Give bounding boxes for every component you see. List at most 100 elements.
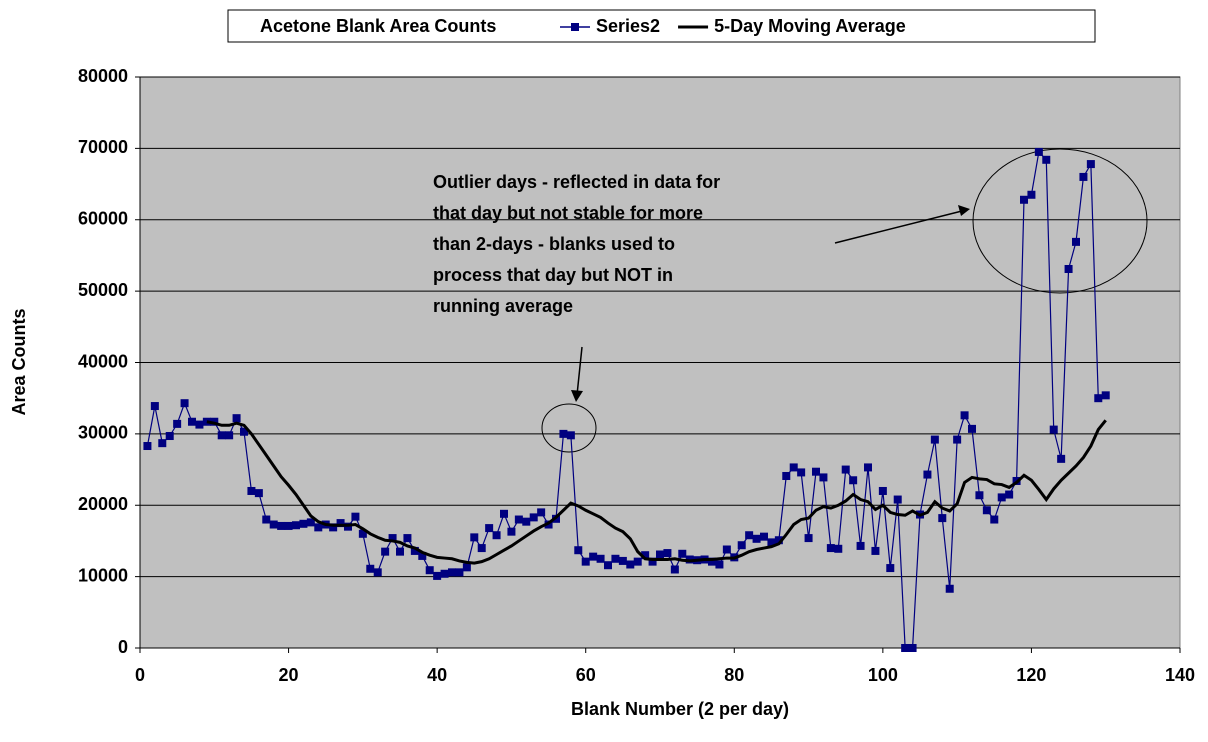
data-point xyxy=(908,644,917,652)
x-tick-label: 40 xyxy=(427,665,447,685)
data-point xyxy=(1057,454,1066,463)
y-tick-label: 70000 xyxy=(78,137,128,157)
data-point xyxy=(574,546,583,555)
data-point xyxy=(500,509,508,518)
data-point xyxy=(975,491,984,500)
data-point xyxy=(455,568,464,577)
data-point xyxy=(440,569,449,578)
data-point xyxy=(1049,425,1058,434)
data-point xyxy=(529,513,538,522)
annotation-text: process that day but NOT in xyxy=(433,265,673,285)
data-point xyxy=(1020,195,1028,204)
data-point xyxy=(953,435,962,444)
data-point xyxy=(581,557,590,566)
data-point xyxy=(589,552,598,561)
data-point xyxy=(812,467,820,476)
data-point xyxy=(930,435,939,444)
data-point xyxy=(180,399,189,408)
x-tick-label: 20 xyxy=(279,665,299,685)
data-point xyxy=(611,554,620,563)
data-point xyxy=(418,551,427,560)
x-tick-label: 0 xyxy=(135,665,145,685)
data-point xyxy=(1042,155,1051,164)
y-tick-label: 30000 xyxy=(78,423,128,443)
data-point xyxy=(492,531,501,540)
data-point xyxy=(849,476,858,485)
data-point xyxy=(232,414,241,423)
data-point xyxy=(299,519,308,528)
data-point xyxy=(864,463,872,472)
data-point xyxy=(982,506,991,515)
series-line xyxy=(206,419,1107,565)
annotation-text: than 2-days - blanks used to xyxy=(433,234,675,254)
data-point xyxy=(217,431,226,440)
data-point xyxy=(923,470,932,479)
data-point xyxy=(752,534,761,543)
data-point xyxy=(722,545,731,554)
annotation-circle xyxy=(541,403,597,453)
data-point xyxy=(604,561,612,570)
annotation-text: Outlier days - reflected in data for xyxy=(433,172,720,192)
data-point xyxy=(767,538,776,547)
data-point xyxy=(1094,394,1103,403)
data-point xyxy=(514,515,523,524)
data-point xyxy=(150,402,159,411)
data-point xyxy=(165,432,174,441)
y-tick-label: 50000 xyxy=(78,280,128,300)
data-point xyxy=(745,531,754,540)
data-point xyxy=(173,419,182,428)
data-point xyxy=(1101,391,1110,400)
legend-label: 5-Day Moving Average xyxy=(714,16,906,36)
legend-marker xyxy=(571,23,579,31)
data-point xyxy=(292,521,300,530)
data-point xyxy=(314,523,323,532)
legend-title: Acetone Blank Area Counts xyxy=(260,16,496,36)
data-point xyxy=(507,527,516,536)
data-point xyxy=(737,541,746,550)
data-point xyxy=(462,563,471,572)
data-point xyxy=(871,546,880,555)
annotation-arrow xyxy=(834,210,963,244)
x-axis-label: Blank Number (2 per day) xyxy=(571,699,789,719)
data-point xyxy=(663,549,672,558)
x-tick-label: 120 xyxy=(1016,665,1046,685)
data-point xyxy=(782,471,791,480)
data-point xyxy=(403,534,412,543)
data-point xyxy=(225,431,234,440)
x-tick-label: 140 xyxy=(1165,665,1195,685)
data-point xyxy=(566,431,575,440)
data-point xyxy=(559,429,568,438)
data-point xyxy=(537,508,546,517)
data-point xyxy=(626,560,635,569)
data-point xyxy=(715,560,724,569)
data-point xyxy=(240,427,248,436)
legend-box xyxy=(227,9,1096,43)
data-point xyxy=(648,557,657,566)
data-point xyxy=(968,424,976,433)
data-point xyxy=(856,541,865,550)
data-point xyxy=(990,515,999,524)
data-point xyxy=(945,584,954,593)
data-point xyxy=(470,533,479,542)
data-point xyxy=(306,518,315,527)
data-point xyxy=(596,554,605,563)
data-point xyxy=(819,473,828,482)
data-point xyxy=(641,551,650,560)
data-point xyxy=(381,547,390,556)
data-point xyxy=(678,549,687,558)
y-tick-label: 80000 xyxy=(78,66,128,86)
data-point xyxy=(188,417,196,426)
data-point xyxy=(789,463,798,472)
data-point xyxy=(760,532,768,541)
data-point xyxy=(410,546,419,555)
x-tick-label: 100 xyxy=(868,665,898,685)
data-point xyxy=(358,529,367,538)
data-point xyxy=(1086,160,1095,169)
arrow-head xyxy=(958,205,970,216)
data-point xyxy=(433,571,442,580)
data-point xyxy=(247,486,256,495)
data-point xyxy=(804,534,813,543)
data-point xyxy=(878,486,887,495)
data-point xyxy=(774,536,783,545)
